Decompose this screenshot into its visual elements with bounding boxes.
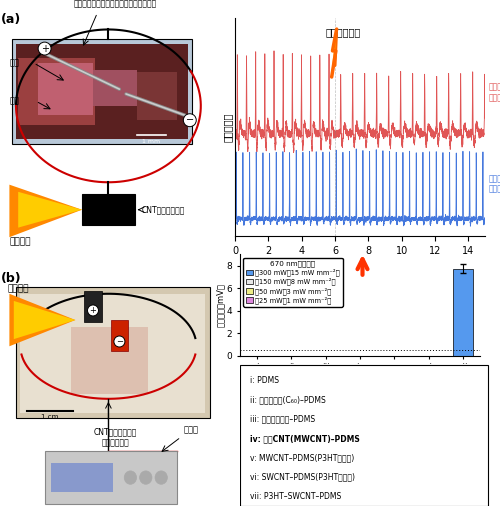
Text: 心室: 心室 bbox=[10, 59, 20, 67]
Text: 心房: 心房 bbox=[10, 97, 20, 105]
Bar bbox=[44, 452, 176, 504]
Polygon shape bbox=[18, 192, 82, 228]
Text: vii: P3HT–SWCNT–PDMS: vii: P3HT–SWCNT–PDMS bbox=[250, 492, 341, 501]
Text: レーザー: レーザー bbox=[7, 284, 28, 293]
Text: iv: 多層CNT(MWCNT)–PDMS: iv: 多層CNT(MWCNT)–PDMS bbox=[250, 434, 360, 443]
X-axis label: 時間（sec）: 時間（sec） bbox=[340, 262, 380, 271]
Text: vi: SWCNT–PDMS(P3HT未修飾): vi: SWCNT–PDMS(P3HT未修飾) bbox=[250, 472, 355, 482]
Bar bbox=[84, 291, 102, 322]
Bar bbox=[452, 269, 473, 356]
Text: 心室の
リズム: 心室の リズム bbox=[488, 83, 500, 102]
Text: マイクロニードル電極（タングステン）: マイクロニードル電極（タングステン） bbox=[74, 0, 156, 8]
Y-axis label: 開放電圧（mV）: 開放電圧（mV） bbox=[216, 283, 225, 327]
Bar bbox=[16, 286, 210, 418]
Polygon shape bbox=[14, 301, 76, 339]
Polygon shape bbox=[332, 29, 336, 77]
Bar bbox=[51, 463, 113, 492]
Text: −: − bbox=[116, 337, 123, 346]
Text: +: + bbox=[90, 306, 96, 315]
Circle shape bbox=[155, 471, 168, 484]
Text: iii: グラファイト–PDMS: iii: グラファイト–PDMS bbox=[250, 415, 315, 424]
Text: レーザーオン: レーザーオン bbox=[326, 27, 361, 37]
Text: (a): (a) bbox=[0, 13, 21, 26]
Bar bbox=[71, 327, 148, 394]
Bar bbox=[82, 194, 135, 225]
Text: (b): (b) bbox=[0, 272, 21, 285]
Text: CNT光熱発電素子
埋め込み部位: CNT光熱発電素子 埋め込み部位 bbox=[94, 428, 136, 447]
Text: 1 cm: 1 cm bbox=[42, 414, 59, 420]
Bar bbox=[18, 58, 95, 125]
Y-axis label: 心拍リズム: 心拍リズム bbox=[222, 113, 232, 142]
Legend: ：300 mW（15 mW mm⁻²）, ：150 mW（8 mW mm⁻²）, ：50 mW（3 mW mm⁻²）, ：25 mW（1 mW mm⁻²）: ：300 mW（15 mW mm⁻²）, ：150 mW（8 mW mm⁻²）,… bbox=[244, 257, 342, 307]
Bar bbox=[20, 294, 205, 413]
Circle shape bbox=[124, 471, 136, 484]
FancyBboxPatch shape bbox=[240, 365, 488, 506]
Circle shape bbox=[140, 471, 152, 484]
Text: レーザー: レーザー bbox=[10, 238, 31, 247]
Text: 心房の
リズム: 心房の リズム bbox=[488, 174, 500, 194]
Text: −: − bbox=[186, 115, 194, 125]
Bar bbox=[110, 320, 128, 351]
Bar bbox=[93, 70, 137, 106]
Text: ii: フラーレン(C₆₀)–PDMS: ii: フラーレン(C₆₀)–PDMS bbox=[250, 395, 326, 404]
Text: 電圧計: 電圧計 bbox=[183, 426, 198, 434]
Text: レーザー照射と同時に電気エネルギーが発生し、
電極が接触している心室のみの拍動リズムが変化: レーザー照射と同時に電気エネルギーが発生し、 電極が接触している心室のみの拍動リ… bbox=[308, 286, 418, 308]
Bar bbox=[16, 44, 188, 139]
Text: CNT光熱発電素子: CNT光熱発電素子 bbox=[142, 205, 185, 214]
Text: 1 mm: 1 mm bbox=[142, 139, 161, 144]
Polygon shape bbox=[10, 185, 82, 237]
Bar bbox=[38, 63, 93, 115]
Text: +: + bbox=[40, 44, 48, 53]
Text: v: MWCNT–PDMS(P3HT未修飾): v: MWCNT–PDMS(P3HT未修飾) bbox=[250, 453, 354, 462]
Bar bbox=[12, 39, 192, 144]
Text: i: PDMS: i: PDMS bbox=[250, 376, 279, 385]
Bar bbox=[137, 73, 176, 120]
Polygon shape bbox=[10, 294, 76, 346]
